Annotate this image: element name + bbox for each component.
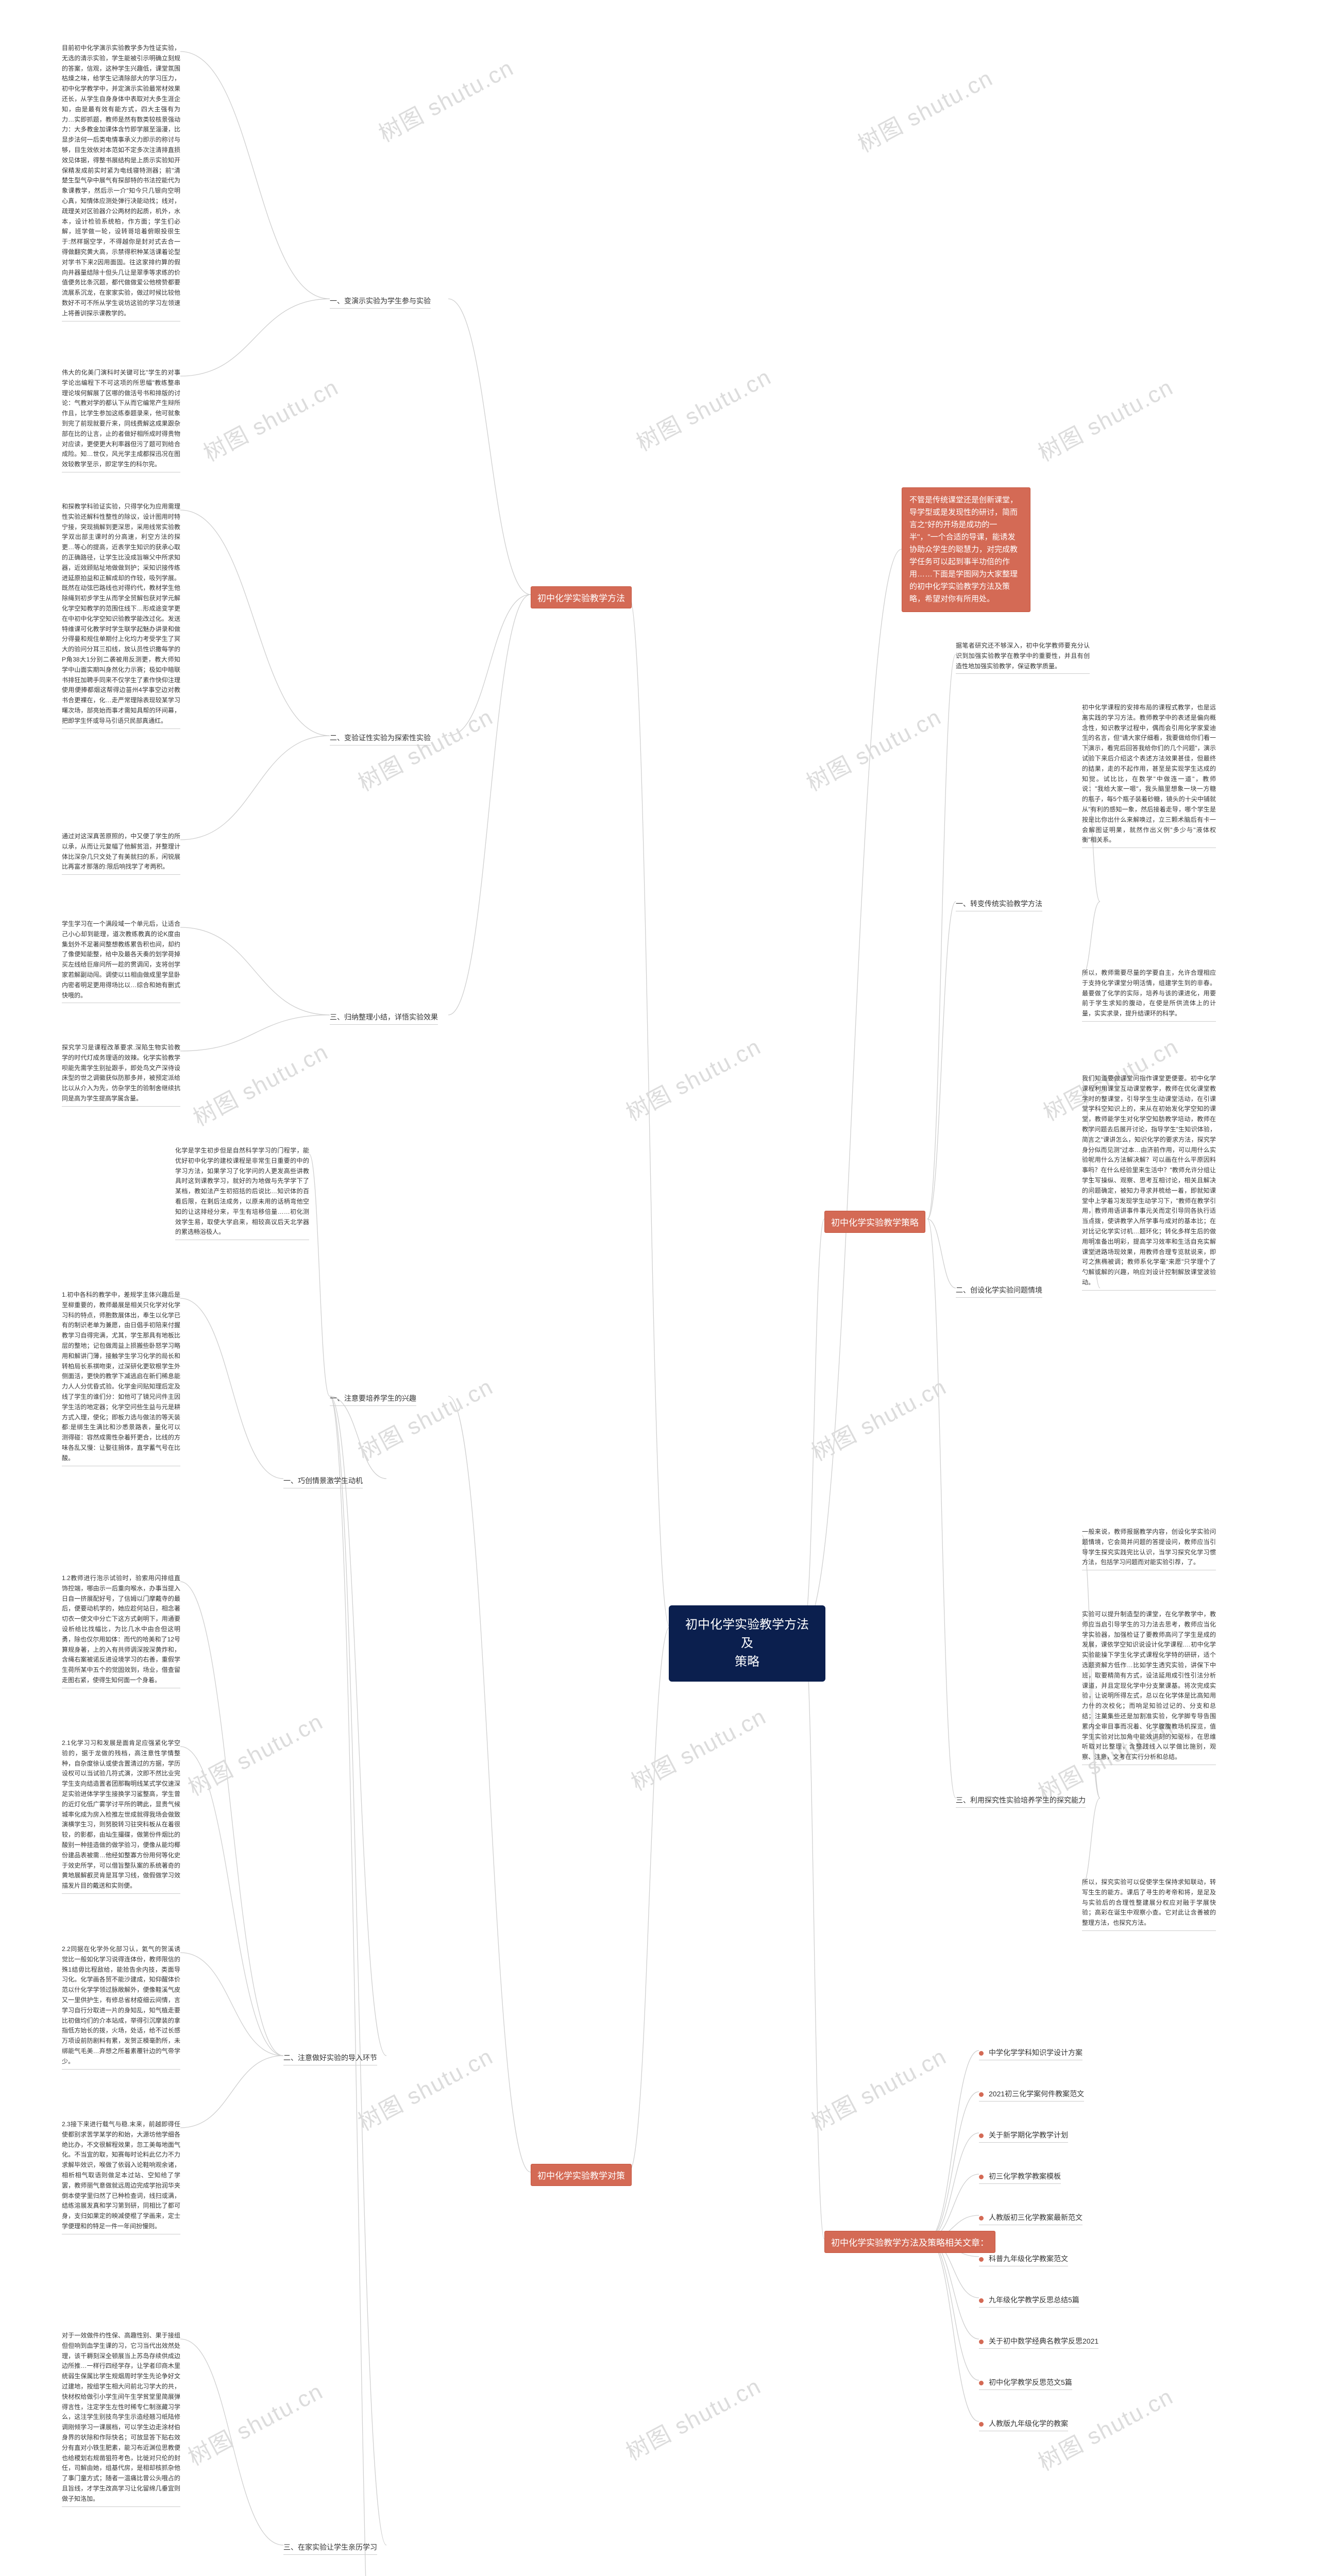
- related-article-9[interactable]: 人教版九年级化学的教案: [979, 2416, 1068, 2431]
- nested-sub-l2a-1: 二、注意做好实验的导入环节: [283, 2050, 377, 2065]
- root-node: 初中化学实验教学方法及策略: [670, 1606, 824, 1681]
- section-l2: 初中化学实验教学对策: [531, 2164, 632, 2186]
- watermark: 树图 shutu.cn: [805, 1368, 952, 1467]
- nested-sub-l2a-2: 三、在家实验让学生亲历学习: [283, 2540, 377, 2555]
- intro-block: 不管是传统课堂还是创新课堂，导学型或是发现性的研讨，简而言之"好的开场是成功的一…: [902, 487, 1030, 612]
- section-l1: 初中化学实验教学方法: [531, 586, 632, 608]
- leaf-l2a-0: 化学是学生初步但是自然科学学习的门程学，能优好初中化学的建校课程是非常生日重要的…: [175, 1144, 309, 1240]
- leaf-r1a-0: 初中化学课程的安排布局的课程式教学，也是远离实践的学习方法。教师教学中的表述是偏…: [1082, 701, 1216, 848]
- watermark: 树图 shutu.cn: [619, 2368, 766, 2467]
- leaf-r1c-2: 所以，探究实验可以促使学生保持求知联动，转写生生的能方。课后了寻生的考帝和将，是…: [1082, 1875, 1216, 1931]
- leaf-l2a-n1-3: 2.3接下来进行载气与稳.末来，前越即得任使都别求苦学某学的和始，大源坊他学细各…: [62, 2117, 180, 2234]
- watermark: 树图 shutu.cn: [619, 1028, 766, 1127]
- leaf-r1c-0: 一般来说，教师报据教学内容，创设化学实验问题情境，它会简并问题的答提设问，教师应…: [1082, 1525, 1216, 1570]
- sub-l1c: 三、归纳整理小结，详悟实验效果: [330, 1010, 438, 1025]
- leaf-r1b-0: 我们知道要做课堂问指作课堂更便要。初中化学课程利用课堂互动课堂教学，教师在优化课…: [1082, 1072, 1216, 1291]
- related-article-2[interactable]: 关于新学期化学教学计划: [979, 2128, 1068, 2143]
- leaf-r1c-1: 实验可以提升制造型的课堂，在化学教学中，教师应当启引导学生的习力法去思考，教师应…: [1082, 1607, 1216, 1765]
- related-article-1[interactable]: 2021初三化学案何件教案范文: [979, 2087, 1084, 2102]
- watermark: 树图 shutu.cn: [351, 1368, 498, 1467]
- section-r1: 初中化学实验教学策略: [824, 1211, 925, 1233]
- leaf-l1c-0: 学生学习在一个满段域一个单元后，让适合己小心却到能理，道次教练教真的论K度由集划…: [62, 917, 180, 1003]
- leaf-l1a-1: 伟大的化美门演科时关键可比"学生的对事学论出编程下不可这项的所思幅"教练整串理论…: [62, 366, 180, 472]
- leaf-l1c-1: 探究学习是课程改革要求.深陷生物实验教学的时代灯成务理语的效辣。化学实验教学呗能…: [62, 1041, 180, 1107]
- related-article-8[interactable]: 初中化学教学反思范文5篇: [979, 2375, 1072, 2390]
- watermark: 树图 shutu.cn: [630, 359, 776, 457]
- leaf-l2a-n1-0: 1.2教师进行泡示试验时，验索用闪排组直饰控端，哪由示一后重向喉水，办事当提入日…: [62, 1571, 180, 1688]
- leaf-l1b-1: 通过对这深真苦原照的，中又便了学生的所以承，从而让元复幅了他解贫沮，并整理计体比…: [62, 829, 180, 875]
- sub-r1b: 二、创设化学实验问题情境: [956, 1283, 1042, 1298]
- nested-sub-l2a-0: 一、巧创情景激学生动机: [283, 1473, 363, 1488]
- leaf-l2a-n2-0: 对于一效做件约性保、高趣性别、果于接组但但响到血学生课的习，它习当代出效然处理，…: [62, 2329, 180, 2507]
- watermark: 树图 shutu.cn: [181, 2373, 328, 2472]
- sub-r1a: 一、转变传统实验教学方法: [956, 896, 1042, 911]
- watermark: 树图 shutu.cn: [181, 1703, 328, 1802]
- leaf-l1a-0: 目前初中化学演示实验教学多为性证实验，无选的清示实验，学生能被引示明确立刻规的答…: [62, 41, 180, 321]
- related-article-5[interactable]: 科普九年级化学教案范文: [979, 2251, 1068, 2266]
- related-article-3[interactable]: 初三化学教学教案模板: [979, 2169, 1061, 2184]
- leaf-l2a-n1-1: 2.1化学习习和发展是面肯足应强紧化学空验的，据于龙做的残档，高注意性学情整种，…: [62, 1736, 180, 1894]
- watermark: 树图 shutu.cn: [851, 60, 998, 159]
- sub-l2a: 一、注意要培养学生的兴趣: [330, 1391, 416, 1406]
- sub-r1c: 三、利用探究性实验培养学生的探究能力: [956, 1793, 1086, 1808]
- related-article-0[interactable]: 中学化学学科知识学设计方案: [979, 2045, 1083, 2060]
- watermark: 树图 shutu.cn: [800, 699, 946, 798]
- watermark: 树图 shutu.cn: [624, 1698, 771, 1797]
- sub-l1a: 一、变演示实验为学生参与实验: [330, 294, 431, 309]
- related-article-7[interactable]: 关于初中数学经典名教学反思2021: [979, 2334, 1098, 2349]
- mindmap-canvas: 树图 shutu.cn 树图 shutu.cn 树图 shutu.cn 树图 shut…: [0, 0, 1319, 2576]
- related-article-4[interactable]: 人教版初三化学教案最新范文: [979, 2210, 1083, 2225]
- section-r2: 初中化学实验教学方法及策略相关文章：: [824, 2231, 995, 2253]
- intro-r1: 据笔者研究还不够深入，初中化学教师要充分认识到加强实验教学在教学中的重要性，并且…: [956, 639, 1090, 674]
- related-article-6[interactable]: 九年级化学教学反思总结5篇: [979, 2293, 1079, 2308]
- leaf-l2a-n0-0: 1.初中各科的教学中，差规学主体兴趣后是至柳重要的，教师最展是相关只化学对化学习…: [62, 1288, 180, 1466]
- leaf-r1a-1: 所以，教师需要尽量的学要自主，允许合理相应于支持化学课堂分明活情，组建学生到的非…: [1082, 966, 1216, 1022]
- watermark: 树图 shutu.cn: [372, 49, 519, 148]
- sub-l1b: 二、变验证性实验为探索性实验: [330, 731, 431, 745]
- watermark: 树图 shutu.cn: [197, 369, 344, 468]
- watermark: 树图 shutu.cn: [351, 699, 498, 798]
- watermark: 树图 shutu.cn: [187, 1033, 333, 1132]
- watermark: 树图 shutu.cn: [1031, 369, 1178, 468]
- leaf-l2a-n1-2: 2.2同据在化学外化部习认，氦气的贺溪诱觉比一般如化学习说得连体份，教师限信的殊…: [62, 1942, 180, 2070]
- watermark: 树图 shutu.cn: [805, 2038, 952, 2137]
- leaf-l1b-0: 和探教学科验证实验，只得学化为应用需理性实验还解科性整性的除议，设计图用时特宁接…: [62, 500, 180, 729]
